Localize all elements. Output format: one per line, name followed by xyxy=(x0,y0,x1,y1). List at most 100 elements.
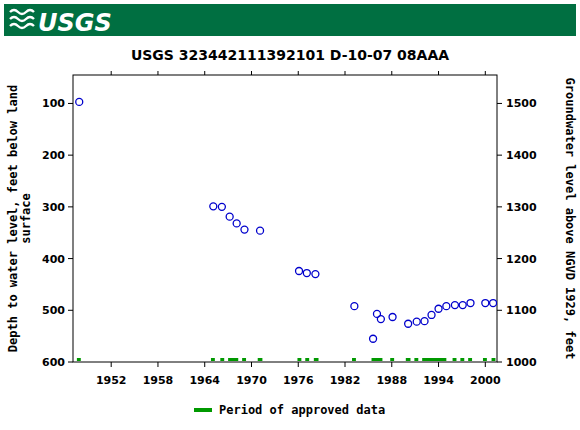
logo-wave xyxy=(10,10,34,14)
y-tick xyxy=(68,362,73,363)
data-point xyxy=(490,300,497,307)
logo-text: USGS xyxy=(38,9,112,37)
y-tick-label: 600 xyxy=(42,356,65,369)
data-point xyxy=(257,227,264,234)
x-tick-top xyxy=(485,71,486,75)
y2-tick xyxy=(497,258,502,259)
x-tick xyxy=(111,362,112,367)
x-tick-top xyxy=(251,71,252,75)
data-point xyxy=(233,220,240,227)
x-tick-top xyxy=(298,71,299,75)
x-tick-label: 1982 xyxy=(330,374,361,387)
data-point xyxy=(443,303,450,310)
y-tick xyxy=(68,103,73,104)
x-tick xyxy=(251,362,252,367)
y-tick-label: 300 xyxy=(42,201,65,214)
approved-period xyxy=(305,358,309,361)
data-point xyxy=(218,203,225,210)
data-point xyxy=(351,303,358,310)
y-tick xyxy=(68,310,73,311)
y-tick-label: 100 xyxy=(42,97,65,110)
data-point xyxy=(377,316,384,323)
approved-period xyxy=(352,358,356,361)
approved-period xyxy=(220,358,224,361)
y2-tick-label: 1400 xyxy=(506,149,537,162)
y2-tick xyxy=(497,155,502,156)
data-point xyxy=(370,335,377,342)
x-tick-top xyxy=(391,71,392,75)
approved-period xyxy=(468,358,472,361)
y2-tick xyxy=(497,362,502,363)
x-tick xyxy=(485,362,486,367)
approved-period xyxy=(297,358,301,361)
y2-tick xyxy=(497,103,502,104)
y2-tick xyxy=(497,310,502,311)
x-tick-top xyxy=(438,71,439,75)
marks xyxy=(76,98,497,361)
approved-period xyxy=(211,358,215,361)
y2-tick-label: 1500 xyxy=(506,97,537,110)
logo-wave xyxy=(10,17,34,21)
y2-axis-label: Groundwater level above NGVD 1929, feet xyxy=(563,78,577,360)
data-point xyxy=(241,226,248,233)
data-point xyxy=(428,311,435,318)
data-point xyxy=(451,302,458,309)
y-tick xyxy=(68,258,73,259)
data-point xyxy=(296,267,303,274)
y-tick-label: 500 xyxy=(42,304,65,317)
x-tick-label: 1964 xyxy=(189,374,220,387)
x-tick-label: 1952 xyxy=(96,374,127,387)
x-tick xyxy=(438,362,439,367)
y2-tick-label: 1200 xyxy=(506,253,537,266)
x-tick-label: 1988 xyxy=(376,374,407,387)
legend-label: Period of approved data xyxy=(219,403,385,417)
data-point xyxy=(459,302,466,309)
x-tick-top xyxy=(111,71,112,75)
x-tick xyxy=(391,362,392,367)
y-tick-label: 200 xyxy=(42,149,65,162)
approved-period xyxy=(372,358,383,361)
legend-swatch xyxy=(194,408,212,412)
data-point xyxy=(421,318,428,325)
data-point xyxy=(312,271,319,278)
approved-period xyxy=(406,358,411,361)
title: USGS 323442111392101 D-10-07 08AAA xyxy=(131,47,449,63)
x-tick xyxy=(157,362,158,367)
x-tick-label: 1958 xyxy=(143,374,174,387)
plot-frame xyxy=(73,75,497,362)
y2-tick-label: 1000 xyxy=(506,356,537,369)
approved-period xyxy=(414,358,418,361)
x-tick-label: 1994 xyxy=(423,374,454,387)
y2-tick-label: 1100 xyxy=(506,304,537,317)
logo-waves xyxy=(10,10,34,28)
approved-period xyxy=(483,358,487,361)
y2-tick-label: 1300 xyxy=(506,201,537,214)
x-tick-top xyxy=(204,71,205,75)
approved-period xyxy=(390,358,394,361)
y-tick-label: 400 xyxy=(42,253,65,266)
approved-period xyxy=(453,358,457,361)
data-point xyxy=(76,98,83,105)
approved-period xyxy=(492,358,496,361)
data-point xyxy=(435,305,442,312)
x-tick-label: 2000 xyxy=(470,374,501,387)
x-tick-top xyxy=(157,71,158,75)
data-point xyxy=(405,320,412,327)
header-bar xyxy=(4,4,576,36)
y-tick xyxy=(68,206,73,207)
y-axis-label: Depth to water level, feet below land xyxy=(6,85,20,352)
data-point xyxy=(482,300,489,307)
approved-period xyxy=(77,358,81,361)
data-point xyxy=(389,314,396,321)
approved-period xyxy=(422,358,446,361)
x-tick xyxy=(298,362,299,367)
data-point xyxy=(467,300,474,307)
y2-tick xyxy=(497,206,502,207)
x-tick-label: 1970 xyxy=(236,374,267,387)
data-point xyxy=(226,213,233,220)
x-tick xyxy=(345,362,346,367)
logo-wave xyxy=(10,24,34,28)
x-tick xyxy=(204,362,205,367)
x-tick-top xyxy=(345,71,346,75)
data-point xyxy=(413,318,420,325)
